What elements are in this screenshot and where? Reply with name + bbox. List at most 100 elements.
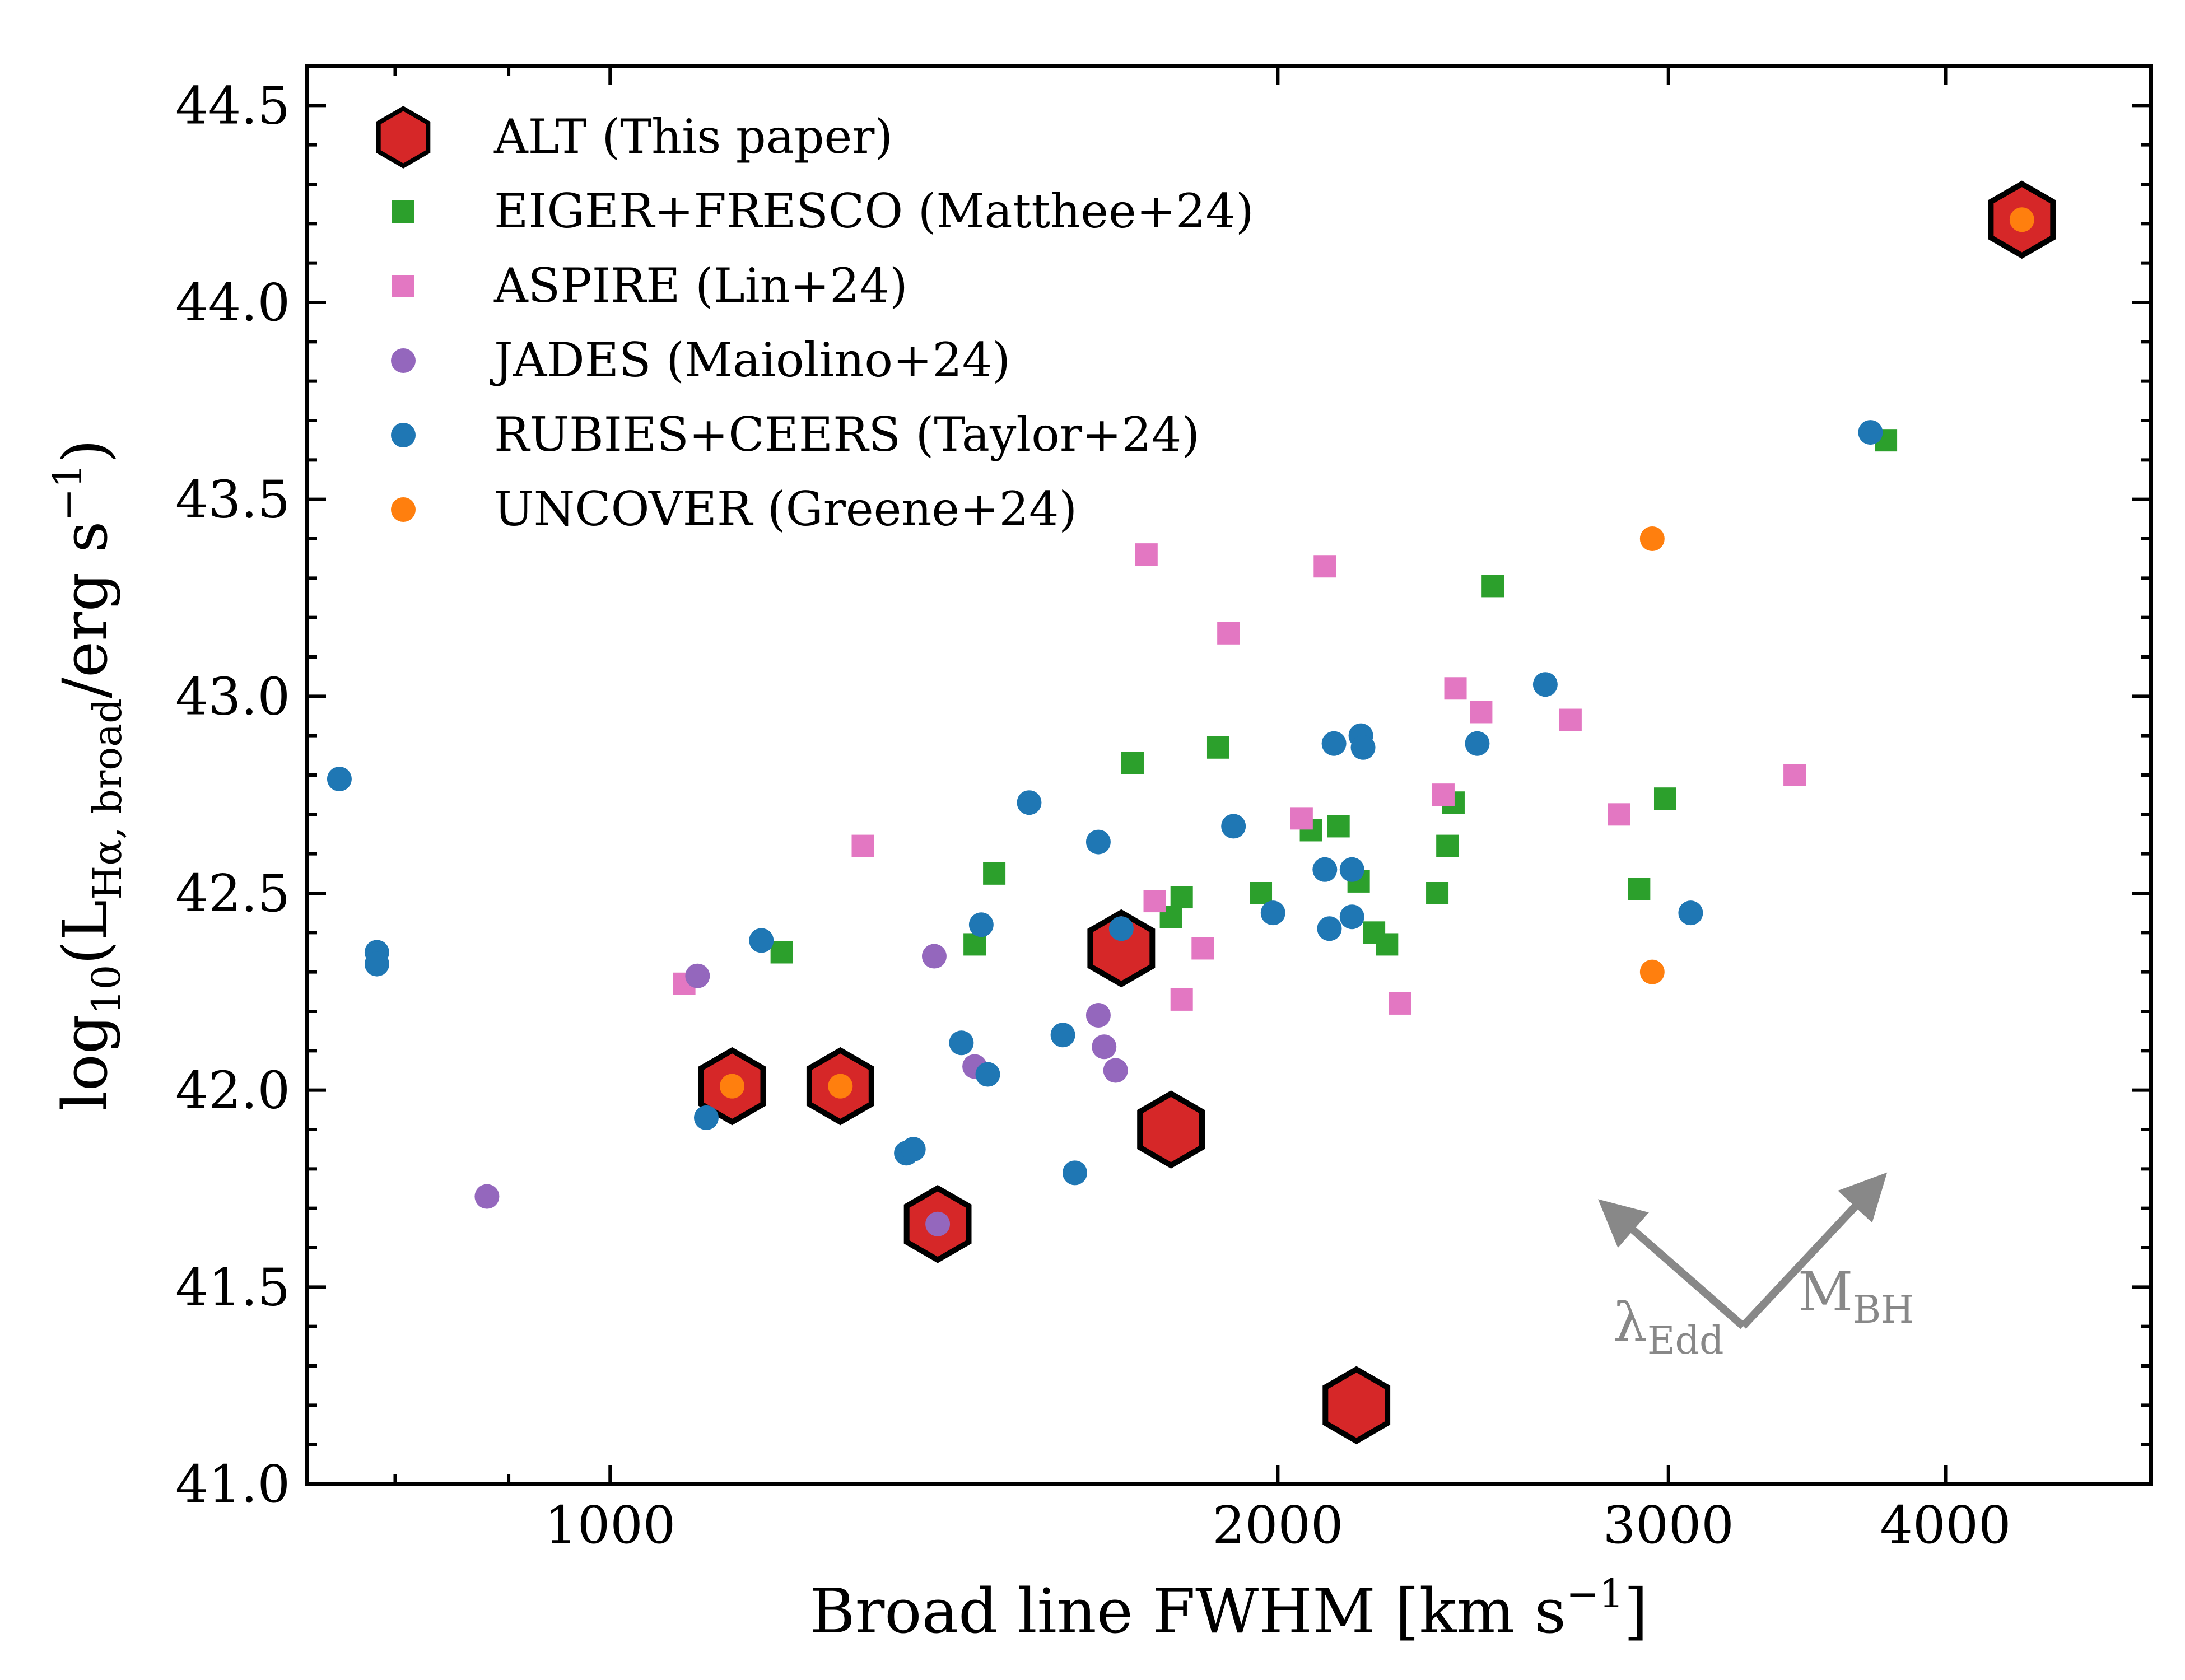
point-s4-11: [1050, 1023, 1075, 1048]
point-s2-15: [1783, 764, 1806, 786]
point-s4-21: [1339, 904, 1364, 930]
point-s4-16: [1260, 900, 1285, 926]
point-s2-8: [1313, 555, 1336, 578]
point-s4-20: [1339, 857, 1364, 882]
point-s4-27: [1858, 420, 1883, 445]
lambda-edd-label: λEdd: [1613, 1291, 1724, 1363]
lambda-edd-arrow: [1598, 1199, 1746, 1329]
point-s4-7: [949, 1030, 974, 1056]
point-s2-5: [1191, 937, 1214, 960]
point-s1-0: [770, 941, 793, 964]
legend-label-2: ASPIRE (Lin+24): [493, 258, 908, 313]
point-s0-5: [1322, 1366, 1391, 1445]
point-s1-18: [1653, 787, 1676, 810]
y-tick-label-2: 42.0: [175, 1061, 290, 1121]
arrow-annotation: λEdd MBH: [1598, 1172, 1914, 1363]
legend-marker-1: [392, 200, 414, 223]
legend-label-4: RUBIES+CEERS (Taylor+24): [494, 407, 1200, 462]
point-s4-19: [1321, 731, 1347, 756]
point-s3-7: [1103, 1058, 1128, 1083]
point-s2-10: [1432, 783, 1455, 806]
x-tick-label-0: 1000: [544, 1495, 675, 1555]
legend-label-3: JADES (Maiolino+24): [490, 333, 1010, 388]
point-s2-1: [851, 834, 874, 857]
point-s1-2: [983, 862, 1006, 885]
tick-labels: 41.0 41.5 42.0 42.5 43.0 43.5 44.0 44.5 1000 2000…: [175, 76, 2011, 1555]
series-5: [720, 207, 2034, 1099]
legend-label-5: UNCOVER (Greene+24): [494, 482, 1077, 536]
point-s5-4: [2009, 207, 2034, 232]
legend-entry-0: ALT (This paper): [376, 106, 893, 169]
point-s4-12: [1062, 1160, 1087, 1186]
point-s3-5: [1085, 1003, 1111, 1028]
legend-marker-5: [391, 497, 416, 522]
y-axis-label: log10(LHα, broad/erg s−1): [45, 439, 131, 1110]
series-1: [770, 429, 1898, 964]
x-tick-label-2: 3000: [1603, 1495, 1734, 1555]
y-tick-label-1: 41.5: [175, 1257, 290, 1317]
legend-entry-5: UNCOVER (Greene+24): [391, 482, 1077, 536]
point-s1-3: [1121, 752, 1144, 774]
point-s0-3: [1087, 909, 1156, 988]
point-s2-9: [1389, 992, 1411, 1015]
data-marks: [327, 180, 2056, 1445]
series-4: [327, 420, 1883, 1186]
legend-label-1: EIGER+FRESCO (Matthee+24): [494, 184, 1254, 239]
legend-entry-3: JADES (Maiolino+24): [391, 333, 1010, 388]
y-tick-label-0: 41.0: [175, 1454, 290, 1514]
point-s5-0: [720, 1074, 745, 1099]
point-s1-12: [1376, 933, 1399, 956]
point-s4-17: [1312, 857, 1338, 882]
point-s1-17: [1628, 878, 1651, 900]
series-2: [673, 543, 1806, 1015]
point-s3-1: [685, 963, 710, 988]
point-s5-3: [1639, 959, 1665, 984]
legend: ALT (This paper) EIGER+FRESCO (Matthee+24…: [376, 106, 1254, 536]
point-s1-7: [1250, 882, 1273, 904]
point-s4-24: [1465, 731, 1490, 756]
point-s1-6: [1206, 736, 1229, 759]
point-s2-13: [1559, 708, 1582, 731]
legend-entry-4: RUBIES+CEERS (Taylor+24): [391, 407, 1200, 462]
point-s1-13: [1426, 882, 1449, 904]
point-s3-6: [1092, 1034, 1117, 1060]
point-s2-7: [1290, 807, 1313, 830]
point-s2-12: [1470, 701, 1493, 724]
point-s4-10: [1017, 790, 1042, 815]
point-s4-13: [1085, 829, 1111, 855]
point-s5-1: [828, 1074, 853, 1099]
y-tick-label-7: 44.5: [175, 76, 290, 136]
point-s3-2: [921, 944, 947, 969]
legend-marker-0: [376, 106, 431, 169]
point-s4-6: [901, 1137, 926, 1162]
legend-marker-2: [392, 275, 414, 297]
y-tick-label-6: 44.0: [175, 273, 290, 333]
point-s4-9: [975, 1062, 1000, 1087]
legend-marker-4: [391, 423, 416, 447]
point-s4-25: [1532, 672, 1558, 697]
mbh-arrow: [1740, 1172, 1888, 1329]
point-s4-23: [1350, 735, 1376, 760]
point-s2-4: [1170, 988, 1193, 1011]
plot-frame: [305, 64, 2153, 1486]
y-tick-label-4: 43.0: [175, 666, 290, 726]
point-s4-4: [749, 928, 774, 953]
point-s2-3: [1143, 890, 1166, 913]
y-tick-label-5: 43.5: [175, 470, 290, 530]
point-s4-2: [364, 951, 389, 977]
point-s4-15: [1221, 814, 1246, 839]
mbh-label: MBH: [1798, 1261, 1914, 1332]
point-s4-26: [1678, 900, 1703, 926]
point-s2-2: [1135, 543, 1158, 566]
legend-entry-2: ASPIRE (Lin+24): [392, 258, 908, 313]
point-s1-16: [1481, 575, 1504, 598]
series-3: [474, 944, 1128, 1236]
point-s1-9: [1327, 815, 1350, 838]
point-s2-14: [1608, 803, 1630, 826]
point-s3-3: [925, 1211, 951, 1236]
point-s0-4: [1137, 1090, 1205, 1169]
point-s1-14: [1436, 834, 1459, 857]
point-s4-0: [327, 767, 352, 792]
y-tick-label-3: 42.5: [175, 864, 290, 923]
